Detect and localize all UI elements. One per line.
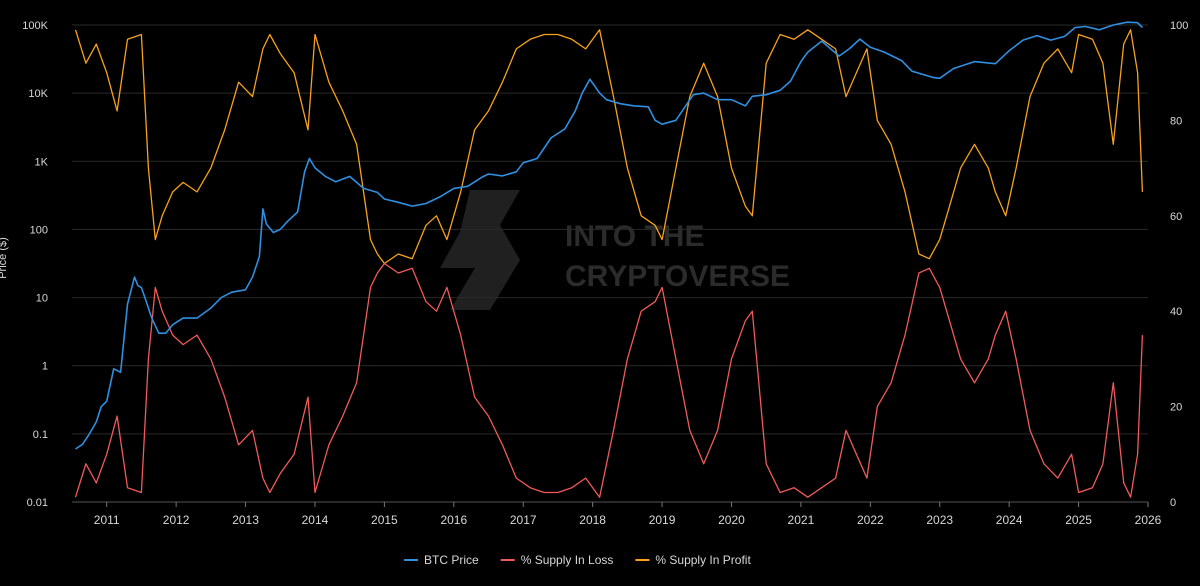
x-tick-label: 2012 <box>163 513 190 527</box>
left-axis: 0.01 0.1 1 10 100 1K 10K 100K <box>22 20 48 509</box>
watermark-logo <box>440 190 520 310</box>
legend-label: % Supply In Profit <box>655 553 751 567</box>
x-tick-label: 2024 <box>996 513 1023 527</box>
y-right-tick-label: 60 <box>1170 211 1182 223</box>
y-right-tick-label: 20 <box>1170 402 1182 414</box>
x-tick-label: 2017 <box>510 513 537 527</box>
watermark: INTO THE CRYPTOVERSE <box>440 190 790 310</box>
y-right-tick-label: 40 <box>1170 306 1182 318</box>
x-tick-label: 2016 <box>440 513 467 527</box>
x-tick-label: 2018 <box>579 513 606 527</box>
y-left-tick-label: 100K <box>22 20 48 32</box>
x-tick-label: 2015 <box>371 513 398 527</box>
x-tick-label: 2019 <box>649 513 676 527</box>
x-tick-label: 2026 <box>1135 513 1162 527</box>
gridlines <box>72 24 1148 503</box>
x-tick-label: 2011 <box>94 513 120 527</box>
x-tick-label: 2022 <box>857 513 884 527</box>
series-layer <box>74 21 1144 498</box>
y-left-tick-label: 100 <box>30 224 48 236</box>
y-right-tick-label: 0 <box>1170 497 1176 509</box>
series-line-supply-in-loss <box>74 262 1144 498</box>
right-axis: 0 20 40 60 80 100 <box>1170 20 1188 509</box>
legend-label: % Supply In Loss <box>521 553 614 567</box>
x-axis: 2011 2012 2013 2014 2015 2016 2017 2018 2019 2020… <box>94 502 1162 527</box>
y-left-tick-label: 10 <box>36 293 48 305</box>
y-left-tick-label: 1 <box>42 361 48 373</box>
y-left-tick-label: 0.1 <box>33 429 48 441</box>
x-tick-label: 2013 <box>232 513 259 527</box>
y-right-tick-label: 100 <box>1170 20 1188 32</box>
legend: BTC Price % Supply In Loss % Supply In Pro… <box>404 553 751 567</box>
x-tick-label: 2021 <box>788 513 815 527</box>
watermark-text: INTO THE <box>565 220 704 253</box>
y-right-tick-label: 80 <box>1170 115 1182 127</box>
legend-label: BTC Price <box>424 553 479 567</box>
y-left-tick-label: 10K <box>28 88 48 100</box>
x-tick-label: 2025 <box>1065 513 1092 527</box>
series-line-btc-price <box>75 21 1143 450</box>
x-tick-label: 2023 <box>926 513 953 527</box>
y-left-tick-label: 1K <box>35 156 49 168</box>
x-tick-label: 2014 <box>302 513 329 527</box>
x-tick-label: 2020 <box>718 513 745 527</box>
y-axis-left-label: Price ($) <box>0 237 9 279</box>
series-line-supply-in-profit <box>74 29 1144 265</box>
watermark-text: CRYPTOVERSE <box>565 260 790 293</box>
y-left-tick-label: 0.01 <box>27 497 48 509</box>
